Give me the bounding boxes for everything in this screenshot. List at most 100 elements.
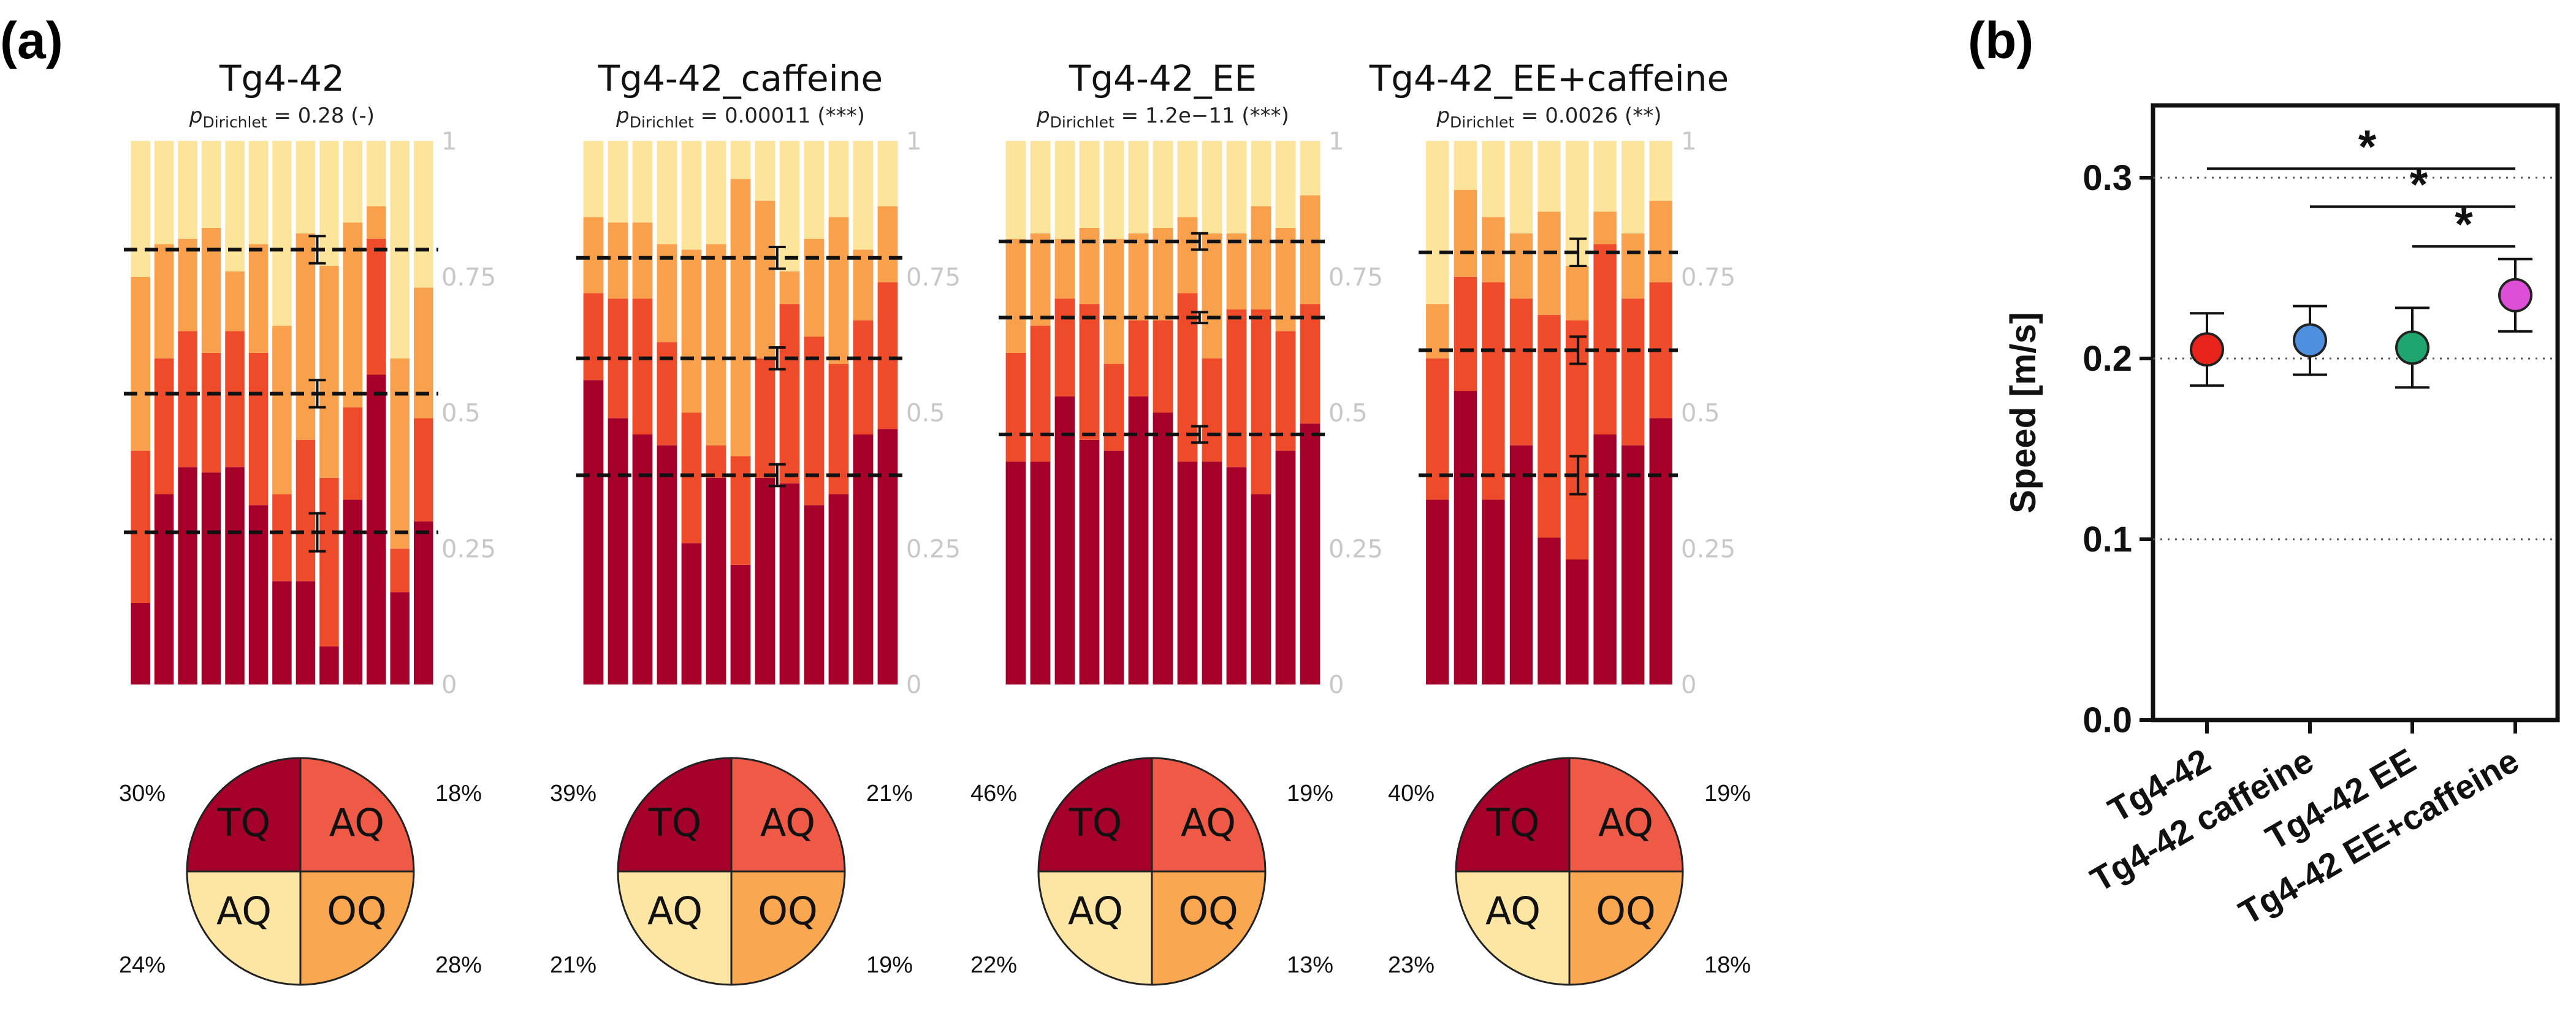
bar-segment-aq [755,141,775,201]
bar-segment-aq [730,141,751,180]
bar-segment-tq [1251,494,1271,684]
bar-segment-aq [367,238,386,375]
bar-segment-oq [1005,238,1026,353]
bar-segment-tq [804,505,825,684]
y-tick-label: 0.25 [1328,535,1383,563]
pie-slice-aq-opposite [617,870,733,986]
bar-segment-aq [828,141,849,218]
bar-segment-oq [1649,200,1672,282]
bar-segment-oq [390,358,410,549]
bar-segment-oq [1454,189,1477,277]
bar-segment-tq [1649,418,1672,684]
bar-segment-oq [1565,266,1589,320]
bar-segment-tq [1153,412,1173,684]
bar-segment-aq [804,336,825,506]
pie-label-oq: OQ [1178,889,1238,933]
bar-segment-oq [319,266,339,478]
bar-segment-tq [828,494,849,684]
bar-segment-aq [131,141,150,277]
bar-segment-oq [779,271,800,305]
subtitle-p: p [615,104,630,128]
bar-segment-aq [295,439,316,582]
pie-label-tq: TQ [648,800,702,845]
bar-segment-oq [608,222,628,299]
bar-segment-aq [1128,141,1149,233]
bar-segment-tq [1454,391,1477,684]
bar-segment-oq [201,227,221,353]
y-tick-label: 0 [1681,671,1696,699]
subtitle-sub: Dirichlet [1050,113,1115,131]
y-tick-label: 0 [906,671,921,699]
bar-segment-oq [828,217,849,364]
bar-segment-oq [1202,233,1222,358]
pie-label-aq-adjacent: AQ [1181,800,1236,845]
bar-segment-tq [1426,499,1449,684]
bar-segment-aq [877,141,898,207]
bar-segment-tq [1275,450,1296,684]
pie-percent-aq-adjacent: 19% [1704,781,1751,806]
bar-segment-tq [1054,396,1075,684]
bar-segment-tq [154,494,174,684]
y-tick-label: 0.75 [1328,263,1383,292]
y-tick-label: 0.75 [441,263,496,292]
bar-segment-tq [178,467,197,684]
bar-segment-tq [131,603,150,684]
bar-segment-tq [1030,461,1051,684]
bar-segment-oq [1226,233,1247,309]
bar-segment-oq [1030,233,1051,326]
bar-segment-tq [1226,467,1247,684]
pie-label-aq-adjacent: AQ [760,800,815,845]
subtitle-p: p [189,104,203,128]
bar-segment-aq [1300,141,1320,195]
bar-segment-tq [779,483,800,684]
bar-segment-oq [1177,217,1198,294]
bar-segment-oq [1621,233,1645,299]
pie-slice-aq-adjacent [299,757,415,873]
bar-segment-tq [201,472,221,684]
bar-segment-tq [1202,461,1222,684]
pie-label-oq: OQ [327,889,387,933]
subplot-1: Tg4-42 pDirichlet = 0.28 (-) 0 0.25 0.5 0.75 1… [119,58,496,986]
pie-slice-aq-adjacent [730,757,846,873]
bar-segment-aq [1030,141,1051,233]
bar-segment-aq [1454,276,1477,392]
bar-segment-aq [272,141,292,326]
bar-segment-aq [779,141,800,271]
subtitle-p: p [1436,104,1450,128]
pie-slice-aq-opposite [186,870,302,986]
bar-segment-oq [1251,206,1271,309]
subtitle-sub: Dirichlet [1450,113,1514,131]
data-point [2395,330,2429,365]
bar-segment-tq [1005,461,1026,684]
bar-segment-aq [343,407,363,500]
bar-segment-aq [632,141,653,223]
bar-segment-tq [272,581,292,684]
data-point [2498,278,2532,313]
bar-segment-tq [706,477,726,684]
bar-segment-oq [343,222,363,408]
pie-percent-oq: 13% [1287,952,1333,978]
y-tick-label: 0.3 [2083,158,2132,198]
bar-segment-aq [1226,141,1247,233]
y-tick-label: 1 [1328,127,1344,156]
y-tick-label: 1 [441,127,457,156]
bar-segment-oq [877,206,898,282]
bar-segment-tq [1538,537,1561,684]
bar-segment-tq [1509,445,1533,684]
panel-label-a: (a) [0,12,63,69]
bar-segment-aq [201,141,221,228]
bar-segment-tq [319,646,339,684]
bar-segment-tq [1300,423,1320,684]
pie-slice-aq-adjacent [1151,757,1267,873]
pie-label-aq-opposite: AQ [1485,889,1541,933]
bar-segment-aq [1509,141,1533,233]
subtitle-rest: = 0.00011 (***) [694,104,865,128]
bar-segment-tq [1128,396,1149,684]
pie-slice-aq-opposite [1037,870,1153,986]
bar-segment-aq [343,141,363,223]
pie-label-tq: TQ [1486,800,1540,845]
